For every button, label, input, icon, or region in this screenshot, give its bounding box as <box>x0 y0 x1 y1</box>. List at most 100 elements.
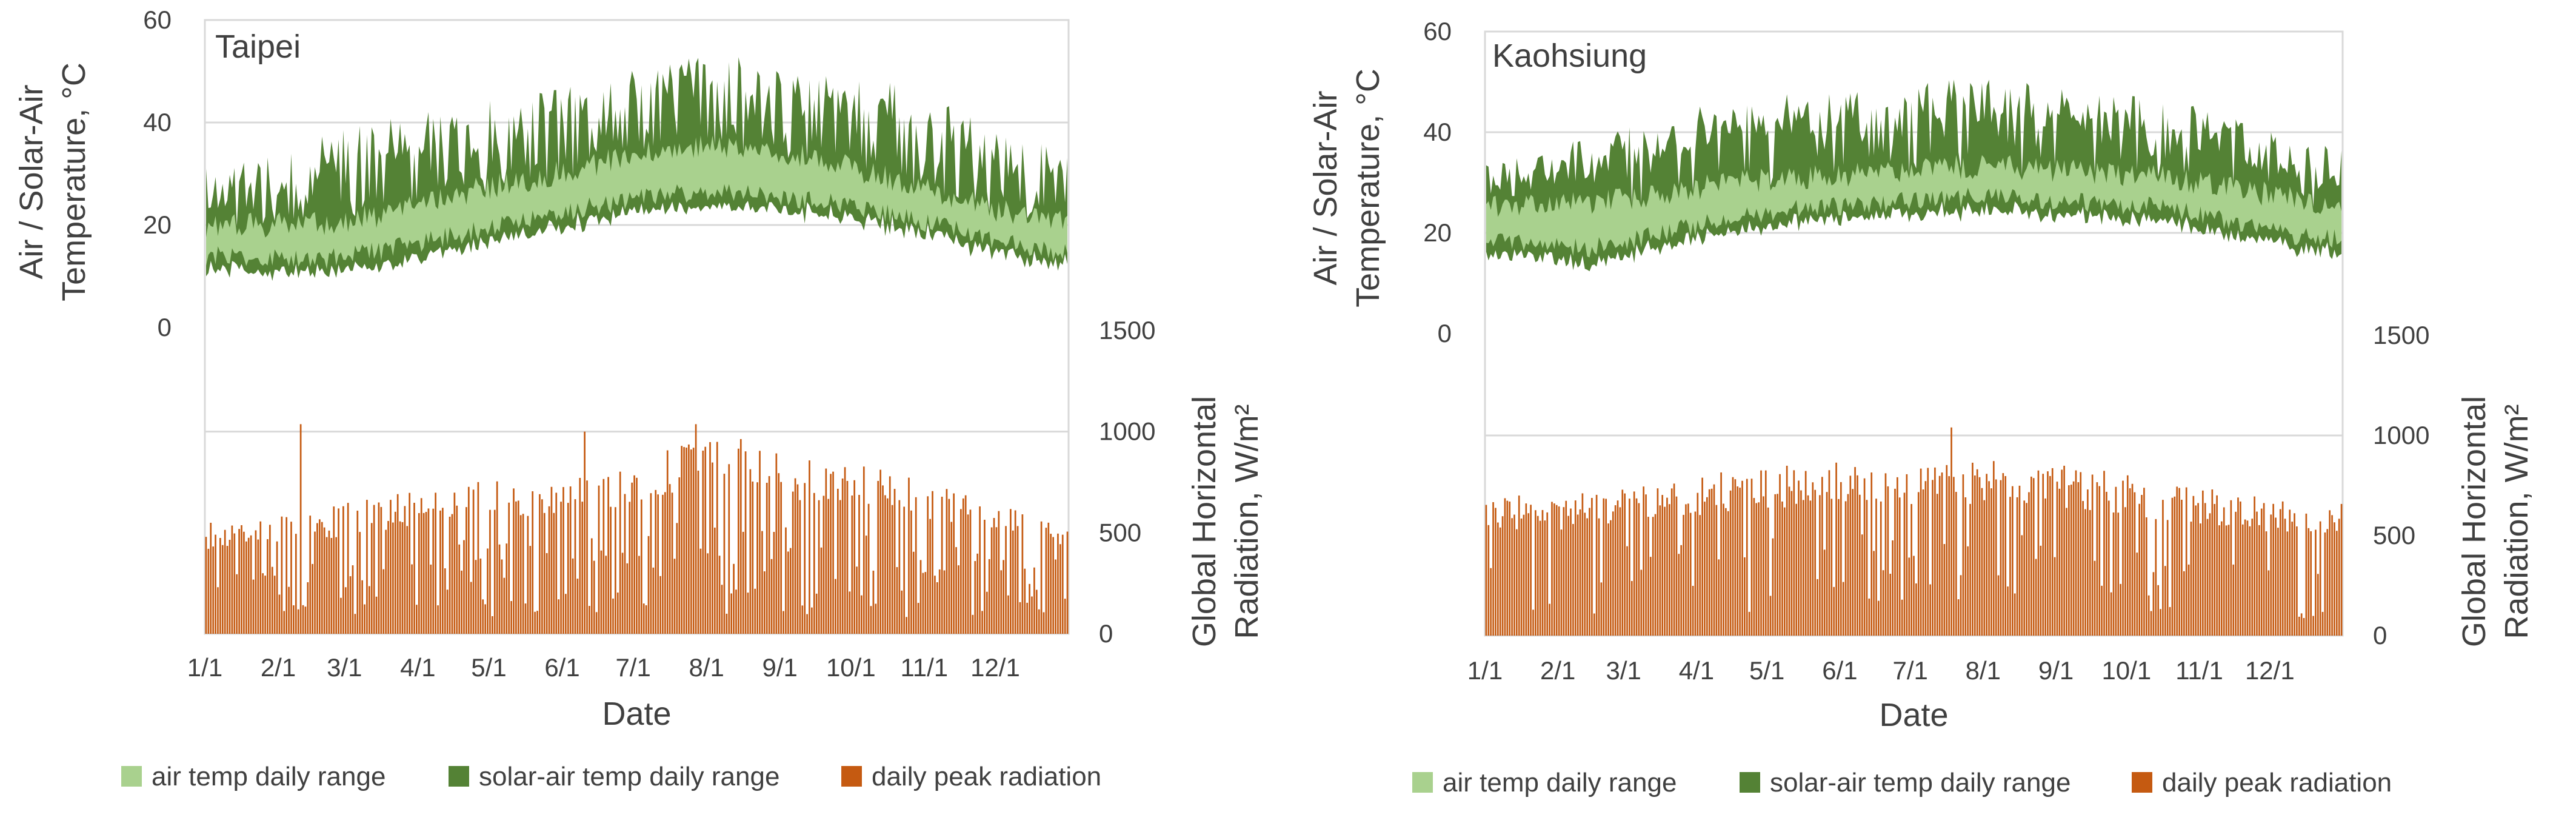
radiation-bar <box>867 503 870 634</box>
radiation-bar <box>1495 508 1497 636</box>
radiation-bar <box>2002 473 2004 636</box>
radiation-bar <box>524 603 527 634</box>
radiation-bar <box>1666 497 1668 636</box>
radiation-bar <box>2312 616 2314 636</box>
radiation-bar <box>522 514 524 634</box>
radiation-bar <box>1767 507 1769 636</box>
radiation-bar <box>532 491 534 634</box>
radiation-bar <box>995 527 998 634</box>
radiation-bar <box>2077 482 2080 636</box>
radiation-bar <box>574 499 576 634</box>
radiation-bar <box>1967 546 1969 636</box>
radiation-bar <box>789 548 792 634</box>
radiation-bar <box>463 540 465 634</box>
radiation-bar <box>2155 519 2157 636</box>
radiation-bar <box>645 605 647 634</box>
radiation-bar <box>906 617 907 634</box>
radiation-bar <box>2035 559 2037 636</box>
x-tick-label: 6/1 <box>544 653 579 682</box>
radiation-tick-label: 0 <box>2373 621 2387 650</box>
radiation-bar <box>1635 498 1638 636</box>
radiation-bar <box>1929 584 1931 636</box>
radiation-bar <box>681 446 683 634</box>
radiation-bar <box>1938 475 1941 636</box>
radiation-bar <box>721 585 723 634</box>
radiation-bar <box>2094 560 2096 636</box>
radiation-bar <box>323 527 325 634</box>
radiation-bar <box>2068 485 2070 636</box>
radiation-bar <box>718 556 721 634</box>
radiation-bar <box>616 593 619 634</box>
radiation-bar <box>2089 510 2091 636</box>
radiation-bar <box>2181 499 2183 636</box>
radiation-bar <box>1038 609 1040 634</box>
radiation-bar <box>1884 473 1887 636</box>
radiation-bar <box>716 442 718 634</box>
radiation-bar <box>882 485 884 634</box>
radiation-bar <box>742 531 744 634</box>
radiation-bar <box>964 495 967 634</box>
radiation-bar <box>2305 513 2307 636</box>
radiation-bar <box>1593 613 1595 636</box>
radiation-bar <box>908 477 910 634</box>
radiation-bar <box>796 484 799 634</box>
radiation-bar <box>2040 545 2042 636</box>
radiation-bar <box>2324 532 2326 636</box>
radiation-bar <box>1769 596 1772 636</box>
radiation-bar <box>513 488 515 634</box>
radiation-bar <box>2018 485 2021 636</box>
radiation-bar <box>1809 500 1812 636</box>
radiation-bar <box>444 568 446 634</box>
radiation-bar <box>496 481 498 634</box>
radiation-bar <box>917 603 919 634</box>
radiation-bar <box>378 502 380 634</box>
radiation-bar <box>1661 495 1664 636</box>
radiation-bar <box>1715 505 1718 636</box>
radiation-bar <box>302 605 304 634</box>
radiation-bar <box>2272 503 2274 636</box>
radiation-bar <box>396 494 399 634</box>
radiation-bar <box>598 485 600 634</box>
radiation-bar <box>723 474 726 634</box>
radiation-bar <box>2070 485 2072 636</box>
radiation-bar <box>891 505 893 634</box>
radiation-bar <box>224 529 226 634</box>
radiation-bar <box>1894 488 1896 636</box>
legend-air-temp-swatch <box>121 766 142 787</box>
radiation-bars <box>205 424 1069 634</box>
radiation-bar <box>605 556 607 634</box>
x-tick-label: 5/1 <box>1749 656 1784 685</box>
radiation-bar <box>595 612 598 634</box>
radiation-bar <box>875 603 877 634</box>
radiation-bar <box>2338 519 2340 636</box>
radiation-bar <box>1057 533 1059 634</box>
legend-peak-radiation-label: daily peak radiation <box>2162 768 2392 798</box>
radiation-bar <box>2279 509 2281 636</box>
radiation-bar <box>1758 502 1760 636</box>
radiation-bar <box>489 509 491 634</box>
radiation-bar <box>1802 500 1804 636</box>
radiation-bar <box>1699 515 1701 636</box>
x-tick-label: 11/1 <box>901 653 949 682</box>
radiation-bar <box>692 448 695 634</box>
radiation-bar <box>550 486 553 634</box>
radiation-bar <box>780 482 782 634</box>
radiation-bar <box>442 508 444 634</box>
radiation-bar <box>2187 564 2190 636</box>
x-tick-label: 12/1 <box>970 653 1020 682</box>
radiation-bar <box>972 614 974 634</box>
radiation-bar <box>543 512 546 634</box>
temp-tick-label: 40 <box>143 108 172 136</box>
radiation-bar <box>1974 475 1976 636</box>
radiation-bar <box>2204 503 2206 636</box>
radiation-bar <box>1630 580 1633 636</box>
radiation-bar <box>898 500 901 634</box>
radiation-bar <box>1553 503 1555 636</box>
radiation-bar <box>1723 503 1724 636</box>
radiation-bar <box>328 530 330 634</box>
radiation-bar <box>2129 488 2131 636</box>
radiation-bar <box>1798 480 1800 636</box>
radiation-bar <box>1499 527 1501 636</box>
radiation-bar <box>2296 526 2298 636</box>
temp-axis-title-line1: Air / Solar-Air <box>1307 90 1344 285</box>
